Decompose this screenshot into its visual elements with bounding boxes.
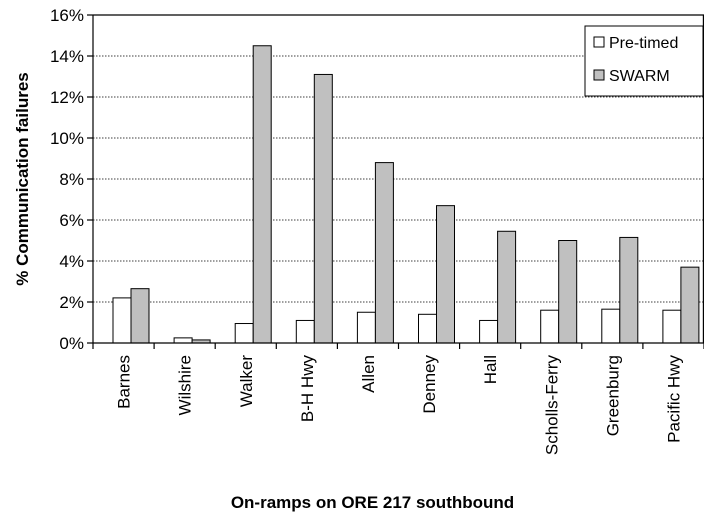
legend-label-swarm: SWARM [609, 68, 670, 85]
x-tick-label-b-h-hwy: B-H Hwy [298, 355, 317, 423]
bar-pre-timed-denney [418, 313, 437, 344]
bar-pre-timed-b-h-hwy [295, 319, 315, 344]
y-tick-label: 2% [59, 293, 84, 312]
bar-swarm-b-h-hwy [313, 73, 333, 344]
x-tick-label-greenburg: Greenburg [603, 355, 622, 436]
x-tick-label-denney: Denney [420, 355, 439, 414]
x-tick-label-pacific-hwy: Pacific Hwy [664, 355, 683, 443]
legend-box [584, 25, 704, 97]
bar-pre-timed-greenburg [601, 308, 621, 344]
y-tick-label: 12% [50, 88, 84, 107]
legend: Pre-timed SWARM [584, 25, 704, 97]
bar-pre-timed-scholls-ferry [540, 309, 560, 344]
x-tick-label-hall: Hall [481, 355, 500, 384]
y-tick-label: 10% [50, 129, 84, 148]
bar-pre-timed-hall [479, 319, 499, 344]
bar-pre-timed-walker [234, 323, 254, 344]
bars [112, 45, 700, 344]
x-tick-label-barnes: Barnes [115, 355, 134, 409]
y-axis-ticks: 0% 2% 4% 6% 8% 10% 12% 14% 16% [50, 6, 93, 353]
bar-pre-timed-barnes [112, 297, 132, 344]
bar-swarm-walker [252, 45, 272, 344]
y-tick-label: 4% [59, 252, 84, 271]
bar-swarm-hall [497, 230, 517, 344]
x-tick-label-wilshire: Wilshire [176, 355, 195, 415]
bar-swarm-greenburg [619, 236, 639, 344]
y-tick-label: 14% [50, 47, 84, 66]
bar-swarm-denney [436, 205, 455, 344]
legend-label-pre-timed: Pre-timed [609, 35, 678, 52]
legend-swatch-swarm [593, 69, 605, 81]
x-tick-label-allen: Allen [359, 355, 378, 393]
y-tick-label: 16% [50, 6, 84, 25]
x-axis-title: On-ramps on ORE 217 southbound [231, 493, 514, 512]
y-tick-label: 0% [59, 334, 84, 353]
bar-pre-timed-pacific-hwy [662, 309, 682, 344]
bar-pre-timed-allen [356, 311, 376, 344]
bar-swarm-allen [374, 162, 394, 344]
y-tick-label: 6% [59, 211, 84, 230]
bar-swarm-barnes [130, 288, 150, 344]
bar-swarm-pacific-hwy [680, 266, 700, 344]
y-tick-label: 8% [59, 170, 84, 189]
bar-swarm-scholls-ferry [558, 240, 578, 344]
legend-swatch-pre-timed [593, 36, 605, 48]
x-tick-label-walker: Walker [237, 355, 256, 408]
bar-pre-timed-wilshire [173, 337, 193, 344]
y-axis-title: % Communication failures [13, 72, 32, 285]
x-axis-ticks: Barnes Wilshire Walker B-H Hwy Allen Denney Ha… [92, 343, 704, 456]
x-tick-label-scholls-ferry: Scholls-Ferry [542, 355, 561, 456]
